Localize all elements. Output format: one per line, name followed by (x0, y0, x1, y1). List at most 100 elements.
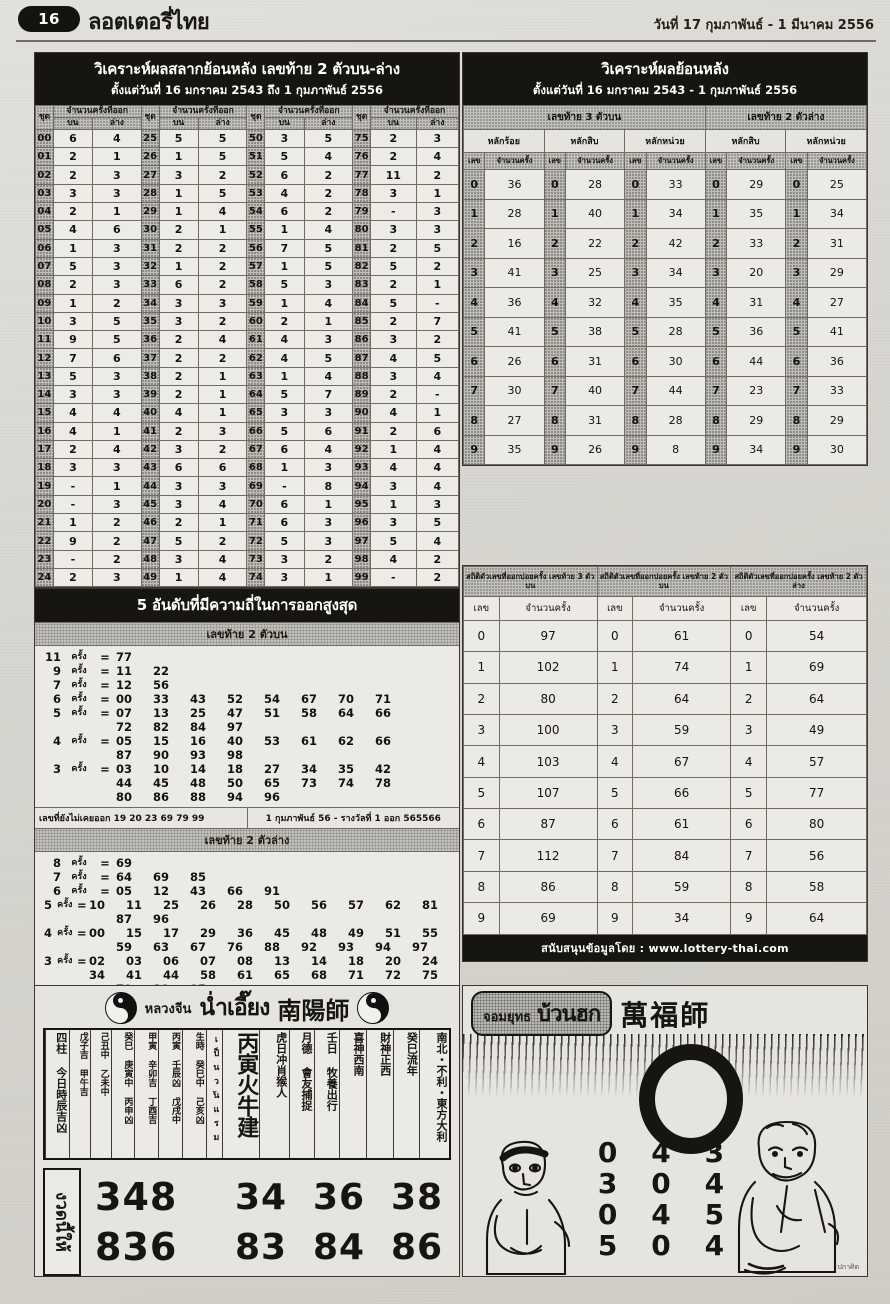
rank-value: 08 (237, 954, 254, 968)
rank-value: 84 (190, 720, 207, 734)
count-cell: 35 (726, 198, 787, 229)
set-cell: 82 (352, 256, 371, 277)
rank-value: 11 (126, 898, 143, 912)
set-cell: 50 (246, 128, 266, 149)
table-row: 2 80 2 64 2 64 (463, 682, 867, 715)
digit-cell: 1 (624, 198, 647, 229)
yin-yang-icon (104, 992, 137, 1024)
bottom-count-cell: 4 (303, 220, 354, 240)
top-count-cell: 4 (369, 458, 417, 478)
top-count-cell: 4 (264, 330, 305, 350)
set-cell: 73 (246, 549, 266, 569)
rank-value: 58 (200, 968, 217, 982)
rank-equals: = (100, 870, 110, 884)
digit-cell: 3 (596, 713, 634, 747)
count-cell: 64 (766, 902, 867, 935)
rank-value: 71 (375, 692, 392, 706)
set-cell: 29 (140, 202, 160, 222)
rank-row: 6 ครั้ง = 00 33 43 52 54 67 70 71 (35, 692, 459, 706)
count-cell: 42 (645, 228, 706, 259)
rank-row: 87 90 93 98 (35, 748, 459, 762)
count-cell: 86 (498, 870, 598, 904)
table-row: 5 107 5 66 5 77 (463, 776, 867, 810)
bottom-count-cell: 1 (197, 220, 248, 240)
set-cell: 62 (246, 348, 266, 368)
bottom-count-cell: 5 (197, 128, 248, 149)
count-cell: 54 (766, 619, 867, 653)
set-cell: 35 (140, 311, 160, 332)
digit-cell: 2 (730, 682, 768, 715)
th-num-4: เลข (704, 152, 728, 170)
rank-value: 66 (375, 706, 392, 720)
set-cell: 76 (352, 147, 371, 167)
top-count-cell: 3 (158, 165, 199, 185)
bottom-count-cell: 2 (92, 531, 142, 551)
almanac-column: 癸巳流年 (392, 1030, 420, 1158)
table-row: 01 2 1 26 1 5 51 5 4 76 2 4 (35, 147, 460, 167)
set-cell: 77 (352, 165, 371, 185)
digit-cell: 0 (624, 169, 647, 200)
bottom-count-cell: 1 (92, 202, 142, 222)
almanac-row-1: 348 34 36 38 (95, 1172, 469, 1222)
top-count-cell: 2 (369, 147, 417, 167)
rank-value: 93 (190, 748, 207, 762)
set-cell: 52 (246, 165, 266, 185)
rank-value: 43 (190, 884, 207, 898)
bottom-count-cell: 5 (92, 330, 142, 350)
seer-digit: 0 (597, 1136, 618, 1169)
rank-row: 4 ครั้ง = 05 15 16 40 53 61 62 66 (35, 734, 459, 748)
count-cell: 41 (484, 257, 545, 288)
rank-value: 03 (116, 762, 133, 776)
digit-cell: 5 (543, 316, 566, 347)
rank-value: 41 (126, 968, 143, 982)
top-count-cell: 3 (369, 183, 417, 204)
set-cell: 55 (246, 220, 266, 240)
rank-value: 14 (311, 954, 328, 968)
data-credit: สนับสนุนข้อมูลโดย : www.lottery-thai.com (463, 934, 867, 961)
top-count-cell: 3 (158, 494, 199, 515)
set-cell: 81 (352, 238, 371, 258)
digit-cell: 2 (462, 228, 486, 259)
bottom-count-cell: 4 (197, 494, 248, 515)
rank-value: 03 (126, 954, 143, 968)
set-cell: 02 (35, 165, 54, 185)
count-cell: 28 (645, 405, 706, 436)
frequency-stats-table: สถิติตัวเลขที่ออกบ่อยครั้ง เลขท้าย 3 ตัว… (462, 565, 868, 962)
rank-value: 06 (163, 954, 180, 968)
top-count-cell: 6 (52, 128, 94, 149)
set-cell: 80 (352, 220, 371, 240)
top-count-cell: 6 (264, 494, 305, 515)
almanac-column: 喜神西南 (339, 1030, 366, 1158)
count-cell: 29 (806, 405, 868, 436)
seer-badge-small: จอมยุทธ (483, 1010, 532, 1025)
yin-yang-icon-right (357, 992, 390, 1024)
table-row: 20-3 45 3 4 70 6 1 95 1 3 (35, 494, 460, 515)
set-cell: 78 (352, 183, 371, 204)
top-count-cell: 2 (158, 348, 199, 368)
seer-badge-big: บ้วนฮก (537, 1002, 601, 1027)
digit-cell: 8 (785, 405, 808, 436)
digit-cell: 2 (624, 228, 647, 259)
set-cell: 40 (140, 403, 160, 423)
almanac-two-digit-1c: 38 (391, 1176, 444, 1218)
bottom-count-cell: 1 (92, 476, 142, 496)
th-bot-4: ล่าง (415, 116, 460, 130)
bottom-count-cell: 5 (415, 238, 460, 258)
bottom-count-cell: 3 (415, 494, 460, 515)
set-cell: 38 (140, 366, 160, 387)
top-count-cell: - (52, 549, 94, 569)
almanac-number-grid: 348 34 36 38 836 83 84 86 (81, 1172, 469, 1272)
rank-value: 48 (311, 926, 328, 940)
digit-cell: 8 (463, 870, 500, 904)
almanac-numbers: งวดนี้ให้ 348 34 36 38 836 83 84 86 (43, 1166, 451, 1278)
digit-cell: 3 (624, 257, 647, 288)
table-row: 6 87 6 61 6 80 (463, 808, 867, 841)
digit-cell: 6 (704, 346, 728, 377)
table-row: 05 4 6 30 2 1 55 1 4 80 3 3 (35, 220, 460, 240)
table-row: 08 2 3 33 6 2 58 5 3 83 2 1 (35, 275, 460, 295)
top-count-cell: 4 (264, 183, 305, 204)
rank-values: 72 82 84 97 (116, 720, 459, 734)
set-cell: 42 (140, 439, 160, 460)
top-count-cell: 5 (158, 531, 199, 551)
left-table-subtitle: ตั้งแต่วันที่ 16 มกราคม 2543 ถึง 1 กุมภา… (111, 83, 383, 97)
